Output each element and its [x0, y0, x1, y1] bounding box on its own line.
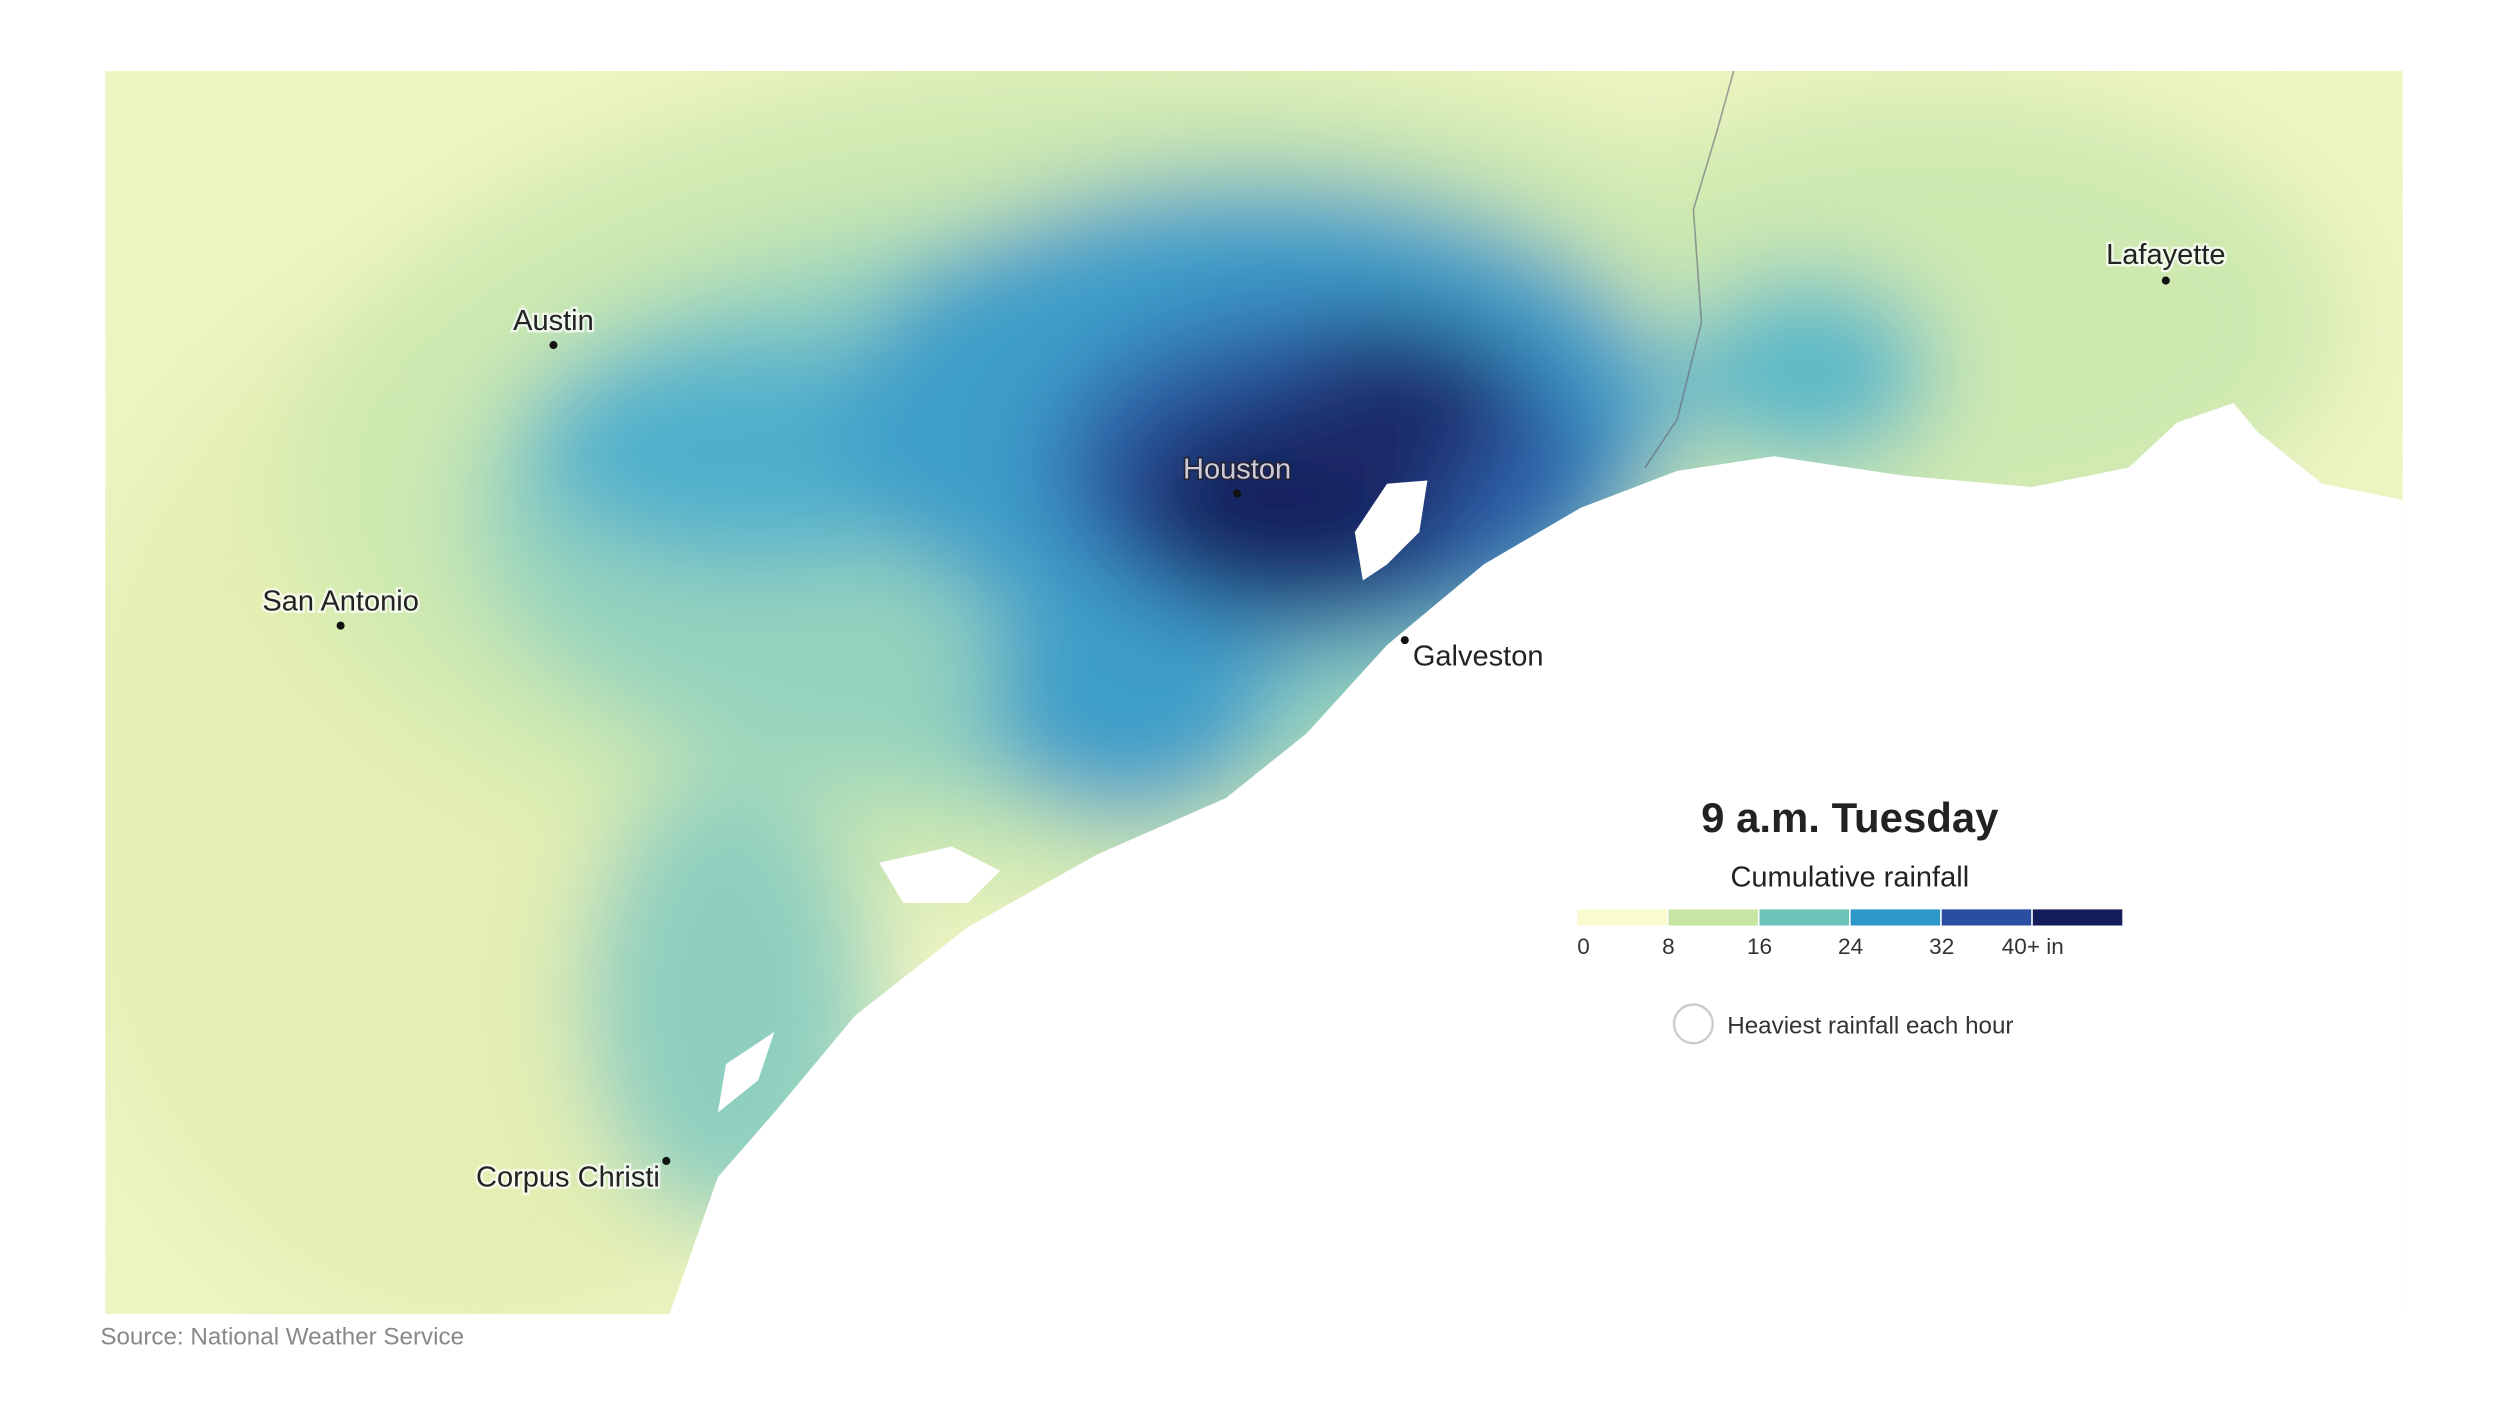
city-label: Lafayette — [2106, 239, 2225, 271]
city-label: Corpus Christi — [476, 1161, 660, 1193]
marker-label: Heaviest rainfall each hour — [1727, 1012, 2013, 1039]
legend-label: 24 — [1838, 934, 1863, 959]
legend-swatch — [1577, 909, 1667, 926]
cities: Austin San Antonio Houston Galveston Laf… — [260, 237, 2228, 1196]
city-label: Houston — [1183, 453, 1291, 485]
legend-label: 32 — [1929, 934, 1954, 959]
legend-subtitle: Cumulative rainfall — [1730, 861, 1969, 893]
legend-label: 8 — [1662, 934, 1675, 959]
city-dot — [1400, 636, 1409, 645]
city-label: Austin — [513, 305, 594, 337]
legend-label: 40+ in — [2002, 934, 2064, 959]
city-label: San Antonio — [262, 586, 419, 618]
city-dot — [336, 621, 345, 630]
legend-swatch — [1759, 909, 1850, 926]
legend-swatch — [1668, 909, 1758, 926]
legend-swatch — [1941, 909, 2032, 926]
city-dot — [1233, 489, 1242, 498]
marker-symbol — [1672, 1003, 1714, 1045]
city-label: Galveston — [1413, 641, 1544, 673]
legend: 9 a.m. Tuesday Cumulative rainfall Heavi… — [1577, 794, 2123, 1045]
legend-swatch — [1850, 909, 1941, 926]
rainfall-field — [105, 70, 2403, 1315]
city-dot — [549, 341, 558, 350]
legend-label: 0 — [1577, 934, 1590, 959]
legend-label: 16 — [1747, 934, 1772, 959]
legend-swatch — [2032, 909, 2123, 926]
city-dot — [2161, 276, 2170, 285]
city-dot — [662, 1156, 671, 1165]
source: Source: National Weather Service — [100, 1324, 464, 1351]
legend-title: 9 a.m. Tuesday — [1701, 794, 1999, 841]
